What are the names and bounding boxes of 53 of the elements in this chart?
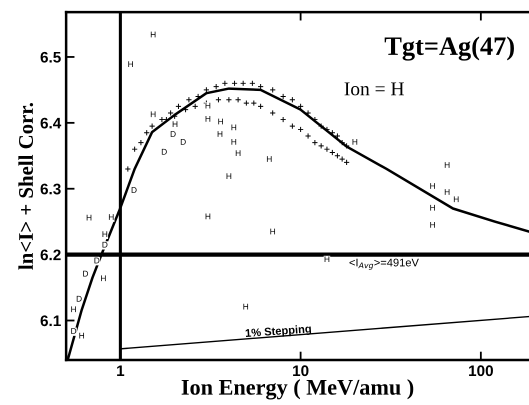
annotation: <I$_{Avg}$>=491eV [350,258,419,270]
text: D [170,131,176,137]
text: Ion = H [344,82,404,96]
series-label: D [180,139,186,145]
text: H [266,156,272,162]
y-tick-label: 6.2 [40,249,61,260]
y-tick-label: 6.5 [40,52,61,63]
y-tick-label: 6.1 [40,315,61,326]
text: H [226,173,232,180]
text: H [236,150,240,156]
text: H [102,231,108,238]
text: H [430,204,435,211]
series-label: H [172,121,178,127]
x-axis-title: Ion Energy ( MeV/amu ) [182,379,414,400]
text: H [86,214,92,221]
text: Tgt=Ag(47) [384,36,514,61]
text: D [132,187,137,193]
text: H [108,214,114,220]
x-tick-label: 10 [293,365,308,376]
y-tick-label: 6.4 [40,118,62,129]
text: H [150,111,156,118]
text: D [76,296,82,302]
text: D [94,258,100,264]
text: D [83,270,88,277]
text: H [71,306,76,312]
text: H [454,196,459,202]
text: D [71,328,76,334]
text: H [128,61,133,68]
text: D [162,148,167,155]
text: H [218,118,223,124]
text: H [352,139,358,145]
text: H [206,102,210,109]
text: H [444,189,450,195]
text: H [206,116,210,122]
text: H [430,183,435,189]
text: H [231,124,236,130]
y-tick-label: 6.3 [40,184,61,194]
text: H [206,213,210,220]
text: H [243,304,248,310]
y-axis-title: ln<I> + Shell Corr. [18,103,34,270]
text: H [270,228,276,234]
x-tick-label: 1 [117,365,124,376]
text: H [218,131,222,137]
text: D [102,242,108,248]
text: H [79,332,84,338]
text: H [150,32,156,38]
text: H [430,222,435,228]
annotation: 1% Stepping [245,324,312,340]
x-tick-label: 100 [469,365,493,376]
text: H [444,162,450,168]
text: H [324,256,330,262]
text: H [231,139,236,145]
text: H [101,275,106,282]
